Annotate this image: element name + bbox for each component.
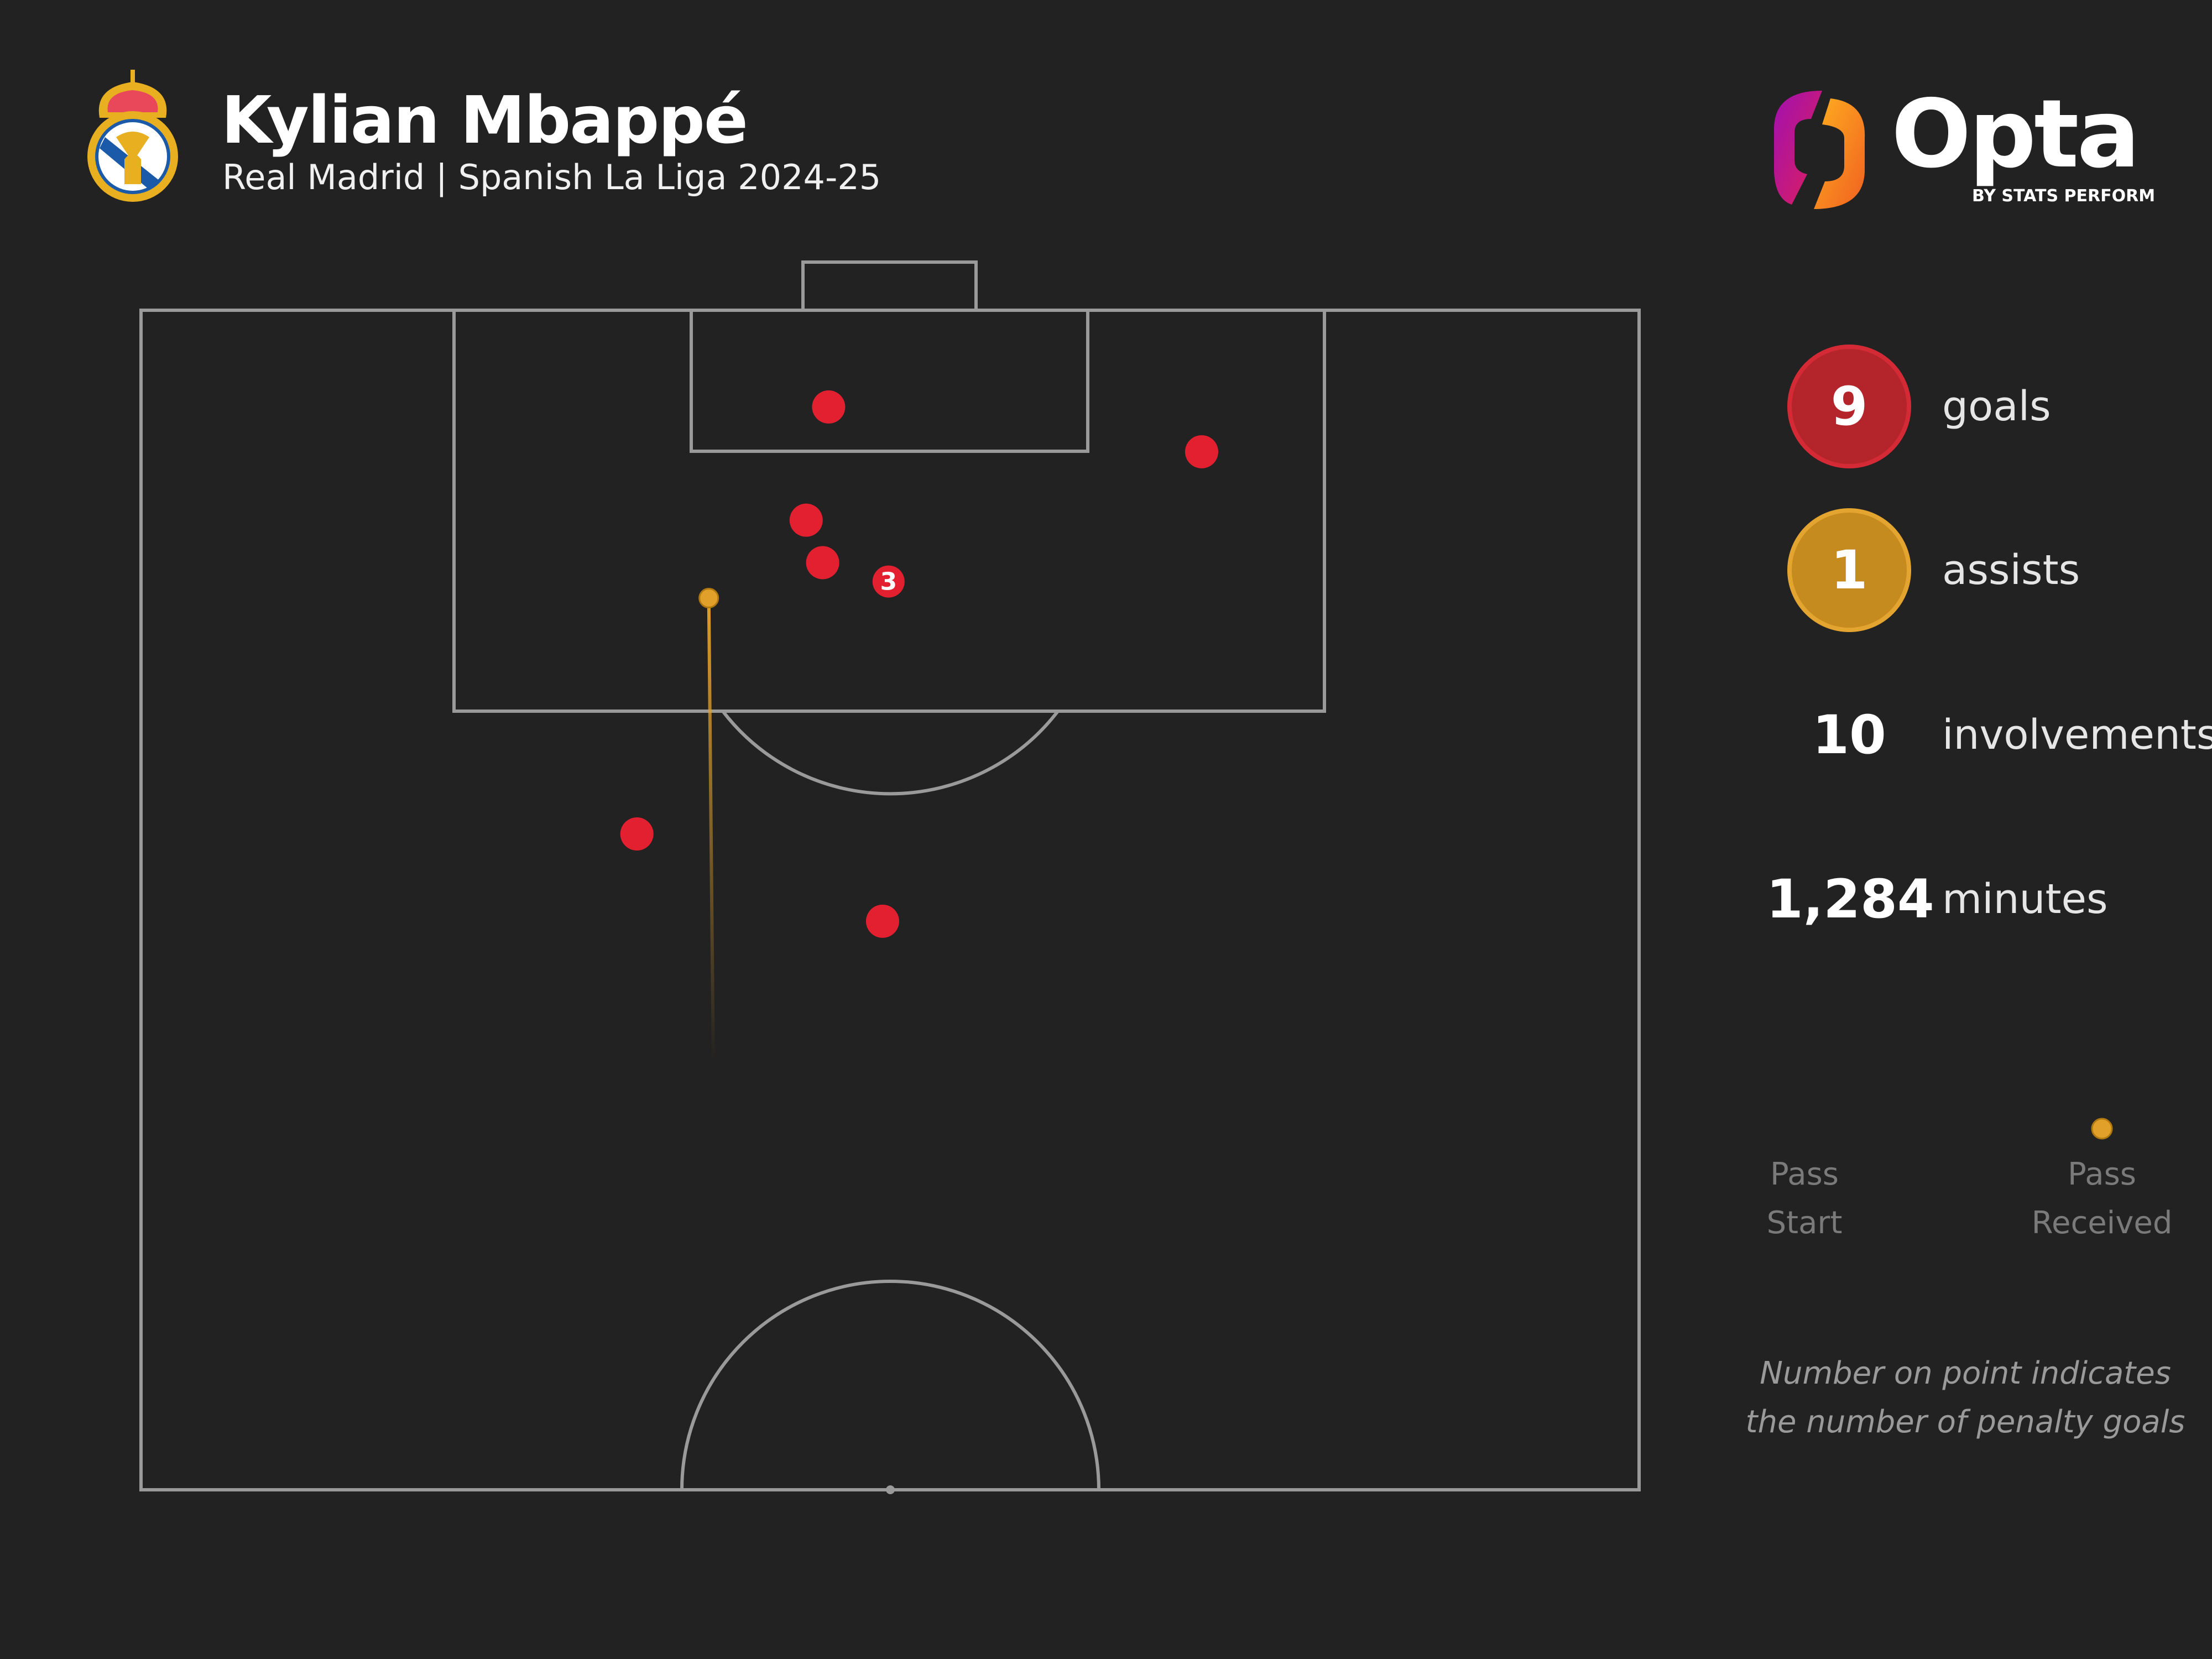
penalty-goal-count: 3 [880, 568, 897, 596]
legend-end-line2: Received [2031, 1205, 2173, 1241]
goal-dot [806, 546, 839, 580]
goal-dot [1185, 435, 1218, 468]
goal-dot [620, 817, 654, 851]
center-circle [680, 1280, 1100, 1490]
player-name: Kylian Mbappé [221, 82, 748, 158]
opta-logo-icon [1774, 91, 1865, 209]
opta-wordmark: Opta [1891, 80, 2140, 189]
assists-value: 1 [1830, 539, 1868, 601]
involvements-value: 10 [1812, 704, 1886, 766]
legend-pass-end-dot [2091, 1118, 2113, 1140]
assist-received-dot [698, 587, 719, 608]
goal-dot [865, 904, 899, 938]
six-yard-box [690, 309, 1089, 453]
minutes-label: minutes [1942, 875, 2108, 923]
pitch-outline [139, 309, 1641, 1491]
penalty-box [452, 309, 1326, 713]
assist-pass-line [707, 598, 715, 1061]
footnote: Number on point indicates the number of … [1744, 1349, 2187, 1447]
center-spot [886, 1485, 895, 1494]
real-madrid-crest-icon [87, 70, 178, 202]
penalty-goal-dot [872, 565, 905, 598]
goal [801, 260, 978, 310]
legend-pass-received: Pass Received [1991, 1150, 2212, 1248]
subtitle: Real Madrid | Spanish La Liga 2024-25 [222, 157, 881, 197]
legend-start-line2: Start [1766, 1205, 1843, 1241]
minutes-value: 1,284 [1766, 868, 1934, 930]
goals-label: goals [1942, 383, 2051, 430]
goals-value: 9 [1830, 375, 1868, 437]
legend-start-line1: Pass [1770, 1156, 1839, 1192]
legend-pass-start: Pass Start [1694, 1150, 1915, 1248]
footnote-line2: the number of penalty goals [1745, 1404, 2185, 1440]
goal-dot [789, 503, 823, 537]
legend-end-line1: Pass [2068, 1156, 2136, 1192]
penalty-arc [721, 710, 1060, 796]
footnote-line1: Number on point indicates [1760, 1355, 2171, 1391]
assists-label: assists [1942, 546, 2080, 594]
goal-dot [812, 390, 846, 424]
involvements-label: involvements [1942, 711, 2212, 759]
opta-tagline: BY STATS PERFORM [1972, 186, 2156, 206]
